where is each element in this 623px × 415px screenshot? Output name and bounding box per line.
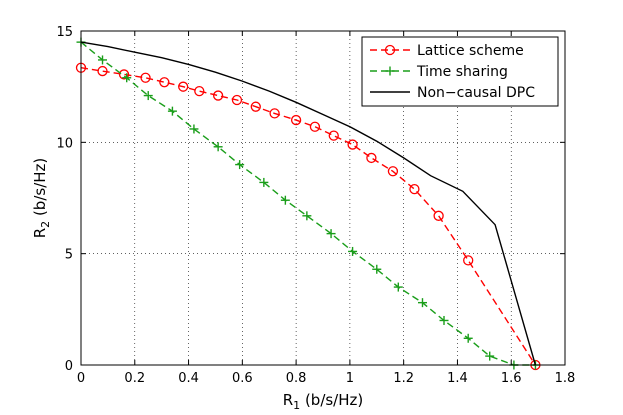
x-axis-label-main: R — [283, 391, 293, 409]
data-point — [463, 255, 474, 266]
data-point — [372, 264, 382, 274]
data-point — [98, 55, 108, 65]
legend-item: Lattice scheme — [370, 43, 524, 59]
data-point — [348, 246, 358, 256]
data-point — [326, 229, 336, 239]
data-point — [189, 124, 199, 134]
data-point — [122, 73, 132, 83]
x-axis-label: R1 (b/s/Hz) — [283, 391, 364, 412]
data-point — [347, 139, 358, 150]
y-tick-label: 0 — [65, 359, 73, 374]
y-axis-label-unit: (b/s/Hz) — [31, 158, 49, 221]
series-layer — [75, 37, 541, 371]
y-axis-label-sub: 2 — [39, 221, 52, 228]
x-tick-label: 1.2 — [393, 371, 414, 386]
x-axis-label-sub: 1 — [293, 399, 300, 412]
data-point — [235, 160, 245, 170]
series-2 — [80, 41, 537, 366]
legend: Lattice scheme Time sharing Non−causal DPC — [361, 36, 559, 107]
data-point — [140, 72, 151, 83]
data-point — [439, 315, 449, 325]
legend-marker — [385, 66, 395, 76]
data-point — [213, 142, 223, 152]
x-tick-label: 0.6 — [232, 371, 253, 386]
data-point — [290, 114, 302, 126]
y-axis-label: R2 (b/s/Hz) — [31, 158, 52, 239]
data-point — [485, 351, 495, 361]
x-tick-label: 0 — [77, 371, 85, 386]
legend-marker — [384, 44, 396, 56]
data-point — [178, 81, 189, 92]
data-point — [269, 108, 280, 119]
legend-label: Time sharing — [416, 64, 508, 80]
x-tick-label: 1.6 — [501, 371, 522, 386]
series-line — [80, 67, 536, 366]
legend-label: Lattice scheme — [417, 43, 524, 59]
data-point — [366, 152, 377, 164]
data-point — [309, 121, 321, 132]
data-point — [143, 91, 153, 101]
data-point — [328, 130, 339, 141]
data-point — [97, 65, 108, 77]
legend-item: Non−causal DPC — [370, 85, 535, 101]
data-point — [259, 177, 269, 187]
x-tick-label: 1.8 — [555, 371, 576, 386]
data-point — [231, 94, 243, 106]
x-tick-label: 1.4 — [447, 371, 468, 386]
data-point — [433, 210, 444, 221]
data-point — [280, 195, 290, 205]
x-tick-label: 0.4 — [178, 371, 199, 386]
data-point — [302, 211, 312, 221]
data-point — [250, 101, 261, 112]
x-tick-label: 0.8 — [286, 371, 307, 386]
series-1 — [76, 37, 540, 370]
data-point — [212, 90, 224, 101]
data-point — [118, 69, 130, 80]
legend-item: Time sharing — [370, 64, 508, 80]
y-axis-label-main: R — [31, 228, 49, 238]
data-point — [167, 106, 177, 116]
legend-label: Non−causal DPC — [417, 85, 535, 101]
plot-frame — [80, 30, 566, 366]
x-axis-label-unit: (b/s/Hz) — [300, 391, 363, 409]
x-tick-label: 0.2 — [124, 371, 145, 386]
data-point — [409, 183, 420, 195]
data-point — [159, 77, 170, 88]
data-point — [387, 166, 399, 177]
series-line — [80, 41, 537, 366]
y-tick-label: 15 — [56, 25, 73, 40]
grid — [81, 31, 565, 365]
x-tick-label: 1 — [346, 371, 354, 386]
data-point — [194, 85, 205, 97]
data-point — [463, 333, 473, 343]
data-point — [417, 298, 427, 308]
y-tick-label: 5 — [65, 248, 73, 263]
y-tick-label: 10 — [56, 136, 73, 151]
ticks: 0 0.2 0.4 0.6 0.8 1 1.2 1.4 1.6 1.8 0 5 10 15 — [56, 25, 575, 386]
data-point — [393, 282, 403, 292]
series-line — [80, 41, 536, 366]
